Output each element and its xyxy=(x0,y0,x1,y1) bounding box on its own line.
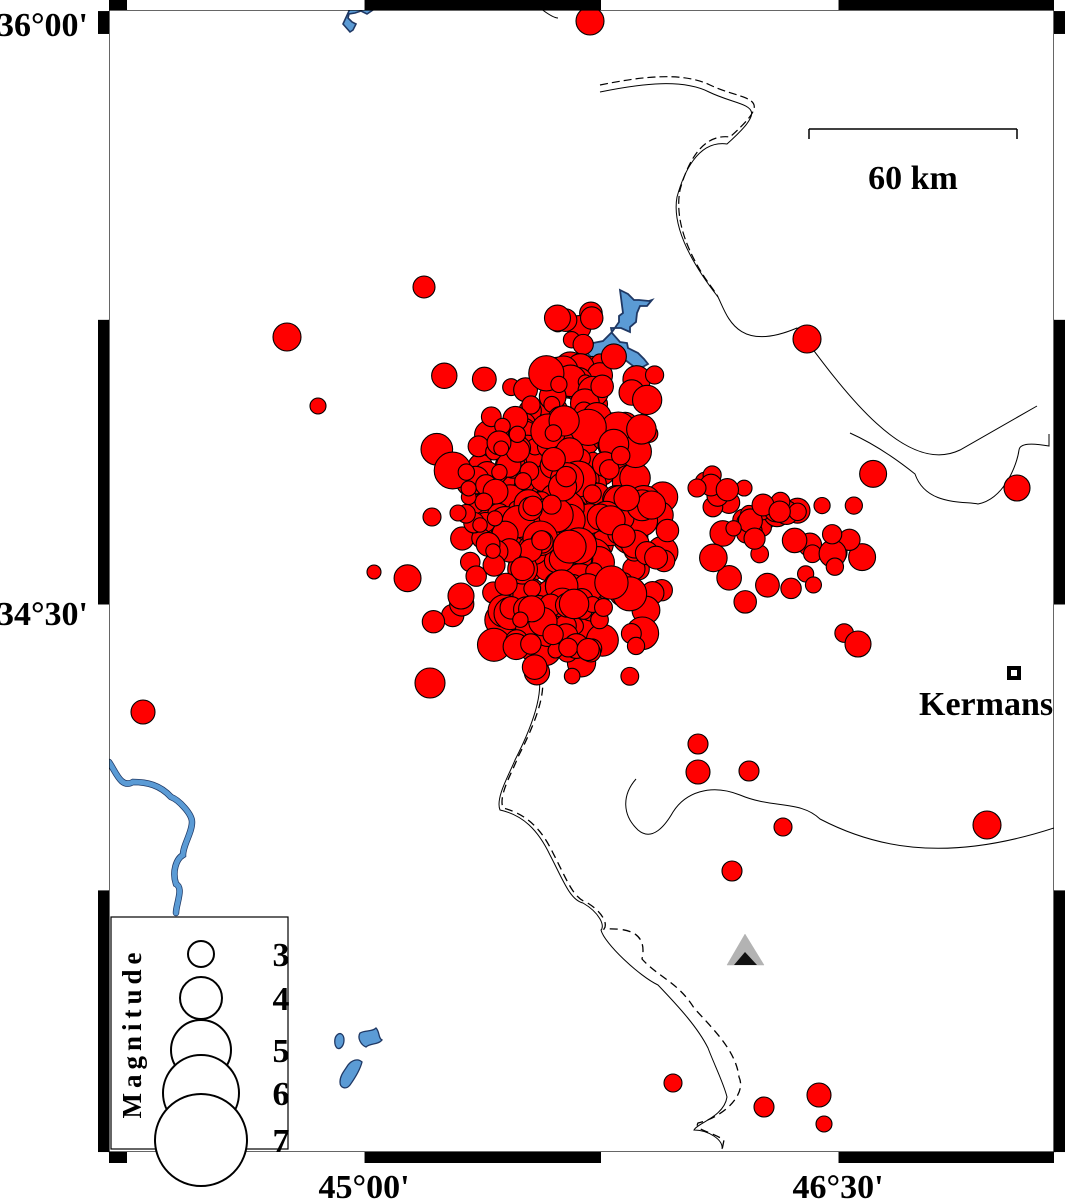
svg-text:45°00': 45°00' xyxy=(318,1169,409,1202)
svg-text:4: 4 xyxy=(273,981,290,1018)
svg-text:6: 6 xyxy=(273,1076,290,1113)
svg-text:Kermanshah: Kermanshah xyxy=(919,686,1066,723)
svg-text:46°30': 46°30' xyxy=(792,1169,883,1202)
svg-text:36°00': 36°00' xyxy=(0,7,88,44)
svg-text:Magnitude: Magnitude xyxy=(117,947,147,1118)
svg-text:5: 5 xyxy=(273,1033,290,1070)
svg-text:7: 7 xyxy=(273,1123,290,1160)
svg-text:60 km: 60 km xyxy=(868,160,958,197)
svg-text:3: 3 xyxy=(273,937,290,974)
svg-text:34°30': 34°30' xyxy=(0,596,88,633)
